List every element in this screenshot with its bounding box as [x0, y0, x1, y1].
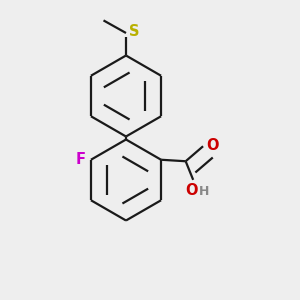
Text: O: O — [185, 183, 198, 199]
Text: S: S — [129, 24, 140, 39]
Text: H: H — [199, 185, 209, 198]
Text: O: O — [206, 138, 219, 153]
Text: F: F — [76, 152, 85, 166]
